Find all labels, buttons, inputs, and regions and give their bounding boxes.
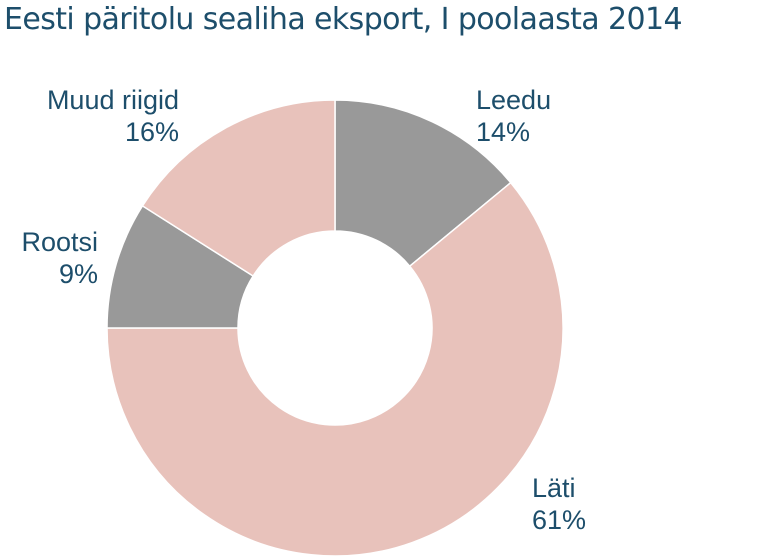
slice-label-leedu: Leedu 14% [476,84,551,148]
donut-slice-muud-riigid [141,99,336,278]
slice-label-percent: 14% [476,117,531,147]
slice-label-name: Rootsi [21,227,98,257]
slice-label-muud-riigid: Muud riigid 16% [47,84,179,148]
slice-label-percent: 16% [124,117,179,147]
slice-label-percent: 9% [58,259,98,289]
donut-slice-lati [106,181,564,556]
slice-label-name: Leedu [476,85,552,115]
slice-label-lati: Läti 61% [532,472,586,536]
slice-label-percent: 61% [532,505,587,535]
slice-label-name: Läti [532,473,576,503]
slice-label-name: Muud riigid [46,85,179,115]
slice-label-rootsi: Rootsi 9% [21,226,98,290]
chart-title: Eesti päritolu sealiha eksport, I poolaa… [4,2,683,37]
donut-slice-leedu [334,99,512,268]
